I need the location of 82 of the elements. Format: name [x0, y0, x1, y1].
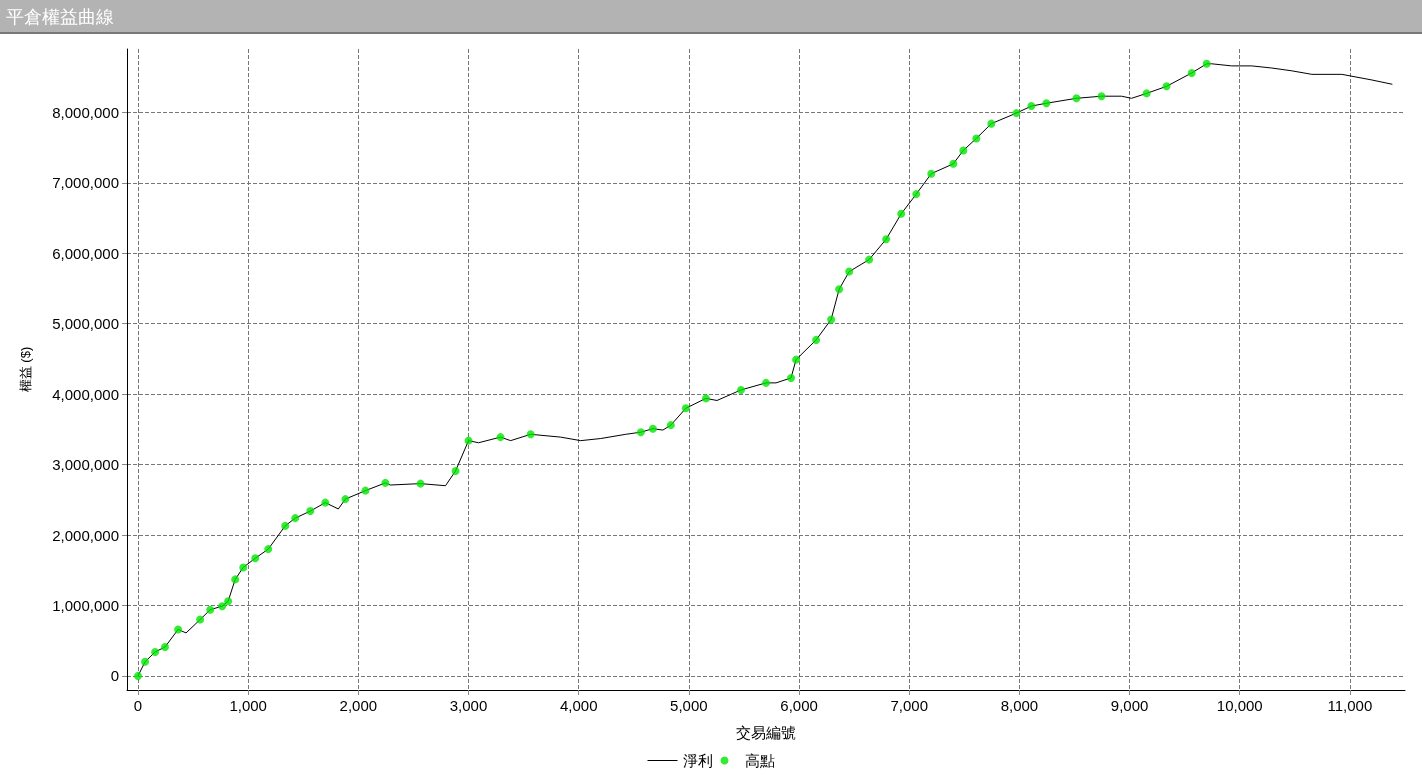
x-tick-label: 9,000 — [1110, 697, 1149, 714]
y-tick-label: 8,000,000 — [52, 103, 119, 121]
point — [141, 657, 150, 666]
point — [1012, 109, 1021, 118]
legend-label: 淨利 — [682, 752, 713, 769]
point — [161, 643, 170, 652]
point — [1027, 102, 1036, 111]
point — [1202, 59, 1211, 68]
x-tick-label: 8,000 — [1000, 697, 1039, 714]
point — [196, 615, 205, 624]
x-tick-label: 1,000 — [229, 697, 267, 714]
point — [1097, 92, 1106, 101]
point — [812, 335, 821, 344]
y-axis-title: 權益 ($) — [18, 346, 33, 393]
point — [218, 602, 227, 611]
point — [206, 605, 215, 614]
point — [636, 428, 645, 437]
point — [151, 647, 160, 656]
point — [1072, 94, 1081, 103]
y-tick-label: 6,000,000 — [52, 244, 119, 262]
legend-label: 高點 — [744, 752, 775, 769]
chart-title: 平倉權益曲線 — [0, 0, 1422, 34]
point — [845, 267, 854, 276]
point — [1042, 99, 1051, 108]
point — [897, 209, 906, 218]
point — [264, 545, 273, 554]
y-tick-label: 4,000,000 — [52, 385, 119, 403]
point — [1162, 82, 1171, 91]
point — [648, 424, 657, 433]
point — [464, 436, 473, 445]
point — [949, 159, 958, 168]
point — [762, 378, 770, 387]
x-tick-label: 11,000 — [1327, 697, 1373, 714]
y-tick-label: 5,000,000 — [52, 315, 119, 333]
point — [865, 255, 874, 264]
point — [737, 385, 745, 394]
point — [835, 285, 844, 294]
point — [959, 146, 968, 155]
point — [827, 315, 836, 324]
point — [792, 355, 801, 364]
point — [239, 563, 248, 572]
point — [231, 575, 240, 584]
point — [701, 394, 710, 403]
point — [927, 169, 936, 178]
x-tick-label: 2,000 — [339, 697, 378, 714]
point — [361, 486, 370, 495]
x-axis-title: 交易編號 — [736, 724, 796, 741]
point — [912, 190, 921, 199]
point — [451, 466, 460, 475]
x-tick-label: 7,000 — [890, 697, 928, 714]
point — [224, 597, 233, 606]
point — [281, 521, 290, 530]
y-tick-label: 0 — [110, 667, 119, 685]
x-tick-label: 6,000 — [780, 697, 818, 714]
point — [251, 554, 260, 563]
x-tick-label: 4,000 — [559, 697, 598, 714]
point — [341, 495, 350, 504]
point — [321, 498, 330, 507]
point — [1187, 68, 1196, 77]
point — [496, 433, 505, 442]
point — [681, 404, 690, 413]
y-tick-label: 3,000,000 — [52, 456, 119, 474]
point — [666, 421, 675, 430]
point — [787, 373, 796, 382]
point — [416, 479, 425, 488]
point — [381, 478, 390, 487]
point — [134, 671, 143, 680]
point — [1142, 89, 1151, 98]
y-tick-label: 7,000,000 — [52, 174, 119, 192]
point — [987, 119, 996, 128]
x-tick-label: 5,000 — [670, 697, 708, 714]
x-tick-label: 0 — [133, 697, 143, 714]
point — [972, 134, 981, 143]
y-tick-label: 1,000,000 — [52, 596, 119, 614]
point — [306, 507, 315, 516]
point — [174, 625, 183, 634]
point — [291, 514, 300, 523]
x-tick-label: 3,000 — [449, 697, 488, 714]
point — [882, 235, 891, 244]
x-tick-label: 10,000 — [1216, 697, 1263, 714]
y-tick-label: 2,000,000 — [52, 526, 119, 544]
point — [526, 430, 535, 439]
